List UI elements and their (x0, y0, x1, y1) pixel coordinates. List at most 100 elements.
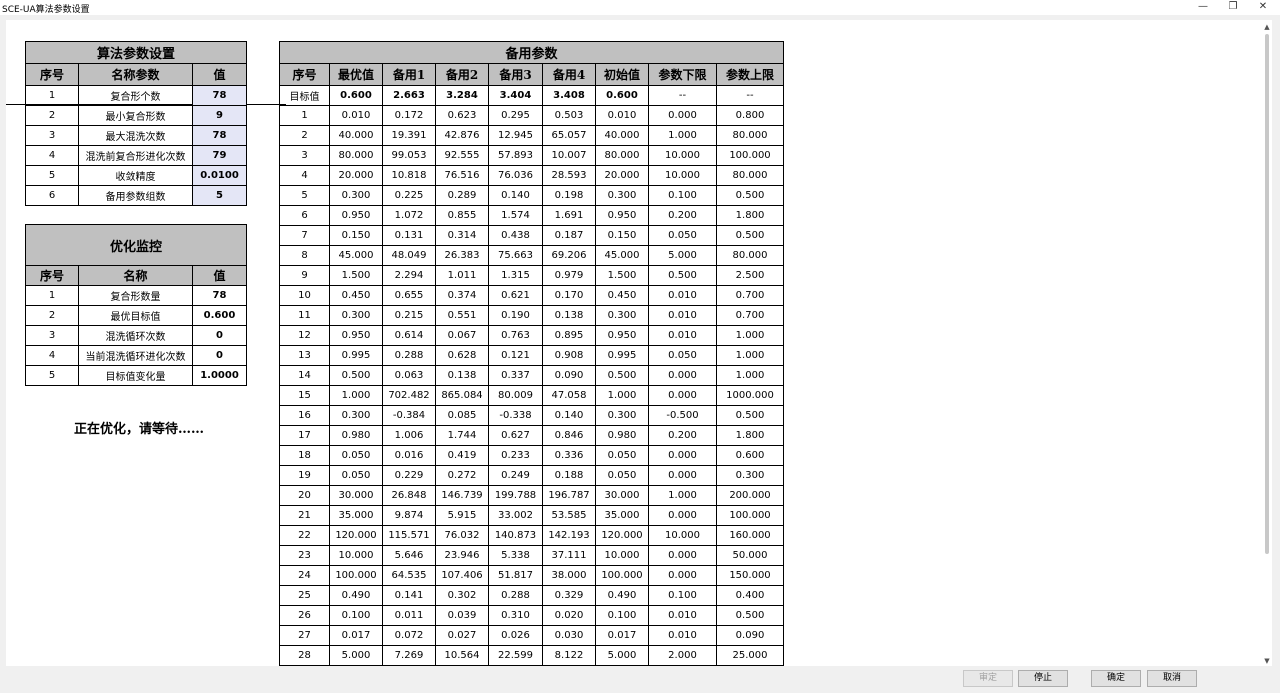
spare-cell: 22 (279, 525, 330, 546)
spare-cell: 92.555 (435, 145, 489, 166)
scroll-down-icon[interactable]: ▼ (1264, 657, 1270, 665)
spare-cell: 0.623 (435, 105, 489, 126)
spare-cell: 10.000 (329, 545, 383, 566)
monitor-value: 0 (192, 345, 247, 366)
spare-cell: 26 (279, 605, 330, 626)
vertical-scrollbar[interactable]: ▲ ▼ (1262, 20, 1272, 666)
monitor-idx: 2 (25, 305, 79, 326)
spare-cell: 0.500 (716, 225, 784, 246)
spare-cell: 0.450 (329, 285, 383, 306)
spare-cell: 0.846 (542, 425, 596, 446)
spare-row: 28 5.000 7.269 10.564 22.599 8.122 5.000 2.000 2… (279, 645, 784, 666)
spare-cell: 26.383 (435, 245, 489, 266)
spare-cell: 0.198 (542, 185, 596, 206)
monitor-table-title: 优化监控 (25, 224, 247, 266)
spare-cell: 0.500 (329, 365, 383, 386)
spare-cell: 75.663 (488, 245, 543, 266)
spare-cell: 45.000 (595, 245, 649, 266)
param-name: 收敛精度 (78, 165, 193, 186)
spare-cell: 0.500 (648, 265, 717, 286)
minimize-button[interactable]: — (1198, 1, 1208, 12)
spare-cell: 69.206 (542, 245, 596, 266)
spare-row: 17 0.980 1.006 1.744 0.627 0.846 0.980 0.200 1.8… (279, 425, 784, 446)
spare-cell: 0.950 (329, 325, 383, 346)
spare-cell: 17 (279, 425, 330, 446)
spare-cell: 146.739 (435, 485, 489, 506)
spare-cell: 35.000 (329, 505, 383, 526)
spare-cell: 0.500 (716, 185, 784, 206)
spare-cell: 1.000 (648, 125, 717, 146)
spare-cell: 0.000 (648, 445, 717, 466)
spare-row: 9 1.500 2.294 1.011 1.315 0.979 1.500 0.500 2.50… (279, 265, 784, 286)
spare-cell: 9.874 (382, 505, 436, 526)
spare-cell: 28 (279, 645, 330, 666)
spare-cell: 19 (279, 465, 330, 486)
spare-cell: 100.000 (595, 565, 649, 586)
monitor-value: 1.0000 (192, 365, 247, 386)
cancel-button[interactable]: 取消 (1147, 670, 1197, 687)
param-value-input[interactable]: 5 (191, 185, 248, 206)
spare-cell: 3.408 (542, 85, 596, 106)
scroll-up-icon[interactable]: ▲ (1264, 23, 1270, 31)
spare-cell: 76.036 (488, 165, 543, 186)
param-header-name: 名称参数 (78, 63, 193, 86)
spare-cell: 0.100 (329, 605, 383, 626)
param-value-input[interactable]: 79 (191, 145, 248, 166)
spare-cell: 1.500 (329, 265, 383, 286)
spare-cell: 0.310 (488, 605, 543, 626)
spare-row: 24 100.000 64.535 107.406 51.817 38.000 100.00… (279, 565, 784, 586)
spare-cell: 0.300 (595, 305, 649, 326)
spare-cell: 2.294 (382, 265, 436, 286)
monitor-table: 优化监控 序号 名称 值 1 复合形数量 78 2 最优目标值 0.600 3 混洗循环次数 0… (25, 224, 247, 386)
spare-cell: 140.873 (488, 525, 543, 546)
spare-row: 22 120.000 115.571 76.032 140.873 142.193 120.… (279, 525, 784, 546)
spare-row: 2 40.000 19.391 42.876 12.945 65.057 40.000 1.0… (279, 125, 784, 146)
spare-cell: 0.551 (435, 305, 489, 326)
spare-cell: 80.000 (716, 165, 784, 186)
spare-cell: 0.200 (648, 425, 717, 446)
param-name: 复合形个数 (78, 85, 193, 106)
spare-row: 14 0.500 0.063 0.138 0.337 0.090 0.500 0.000 1.0… (279, 365, 784, 386)
close-button[interactable]: ✕ (1258, 1, 1268, 12)
stop-button[interactable]: 停止 (1018, 670, 1068, 687)
spare-cell: 2.663 (382, 85, 436, 106)
param-row: 1 复合形个数 78 (25, 85, 248, 106)
spare-cell: 10.818 (382, 165, 436, 186)
spare-cell: 0.288 (488, 585, 543, 606)
monitor-row: 5 目标值变化量 1.0000 (25, 365, 247, 386)
monitor-value: 0.600 (192, 305, 247, 326)
param-value-input[interactable]: 0.0100 (191, 165, 248, 186)
spare-cell: 115.571 (382, 525, 436, 546)
spare-cell: 40.000 (595, 125, 649, 146)
spare-cell: 0.225 (382, 185, 436, 206)
spare-cell: 865.084 (435, 385, 489, 406)
monitor-name: 当前混洗循环进化次数 (78, 345, 193, 366)
param-value-input[interactable]: 78 (191, 125, 248, 146)
ok-button[interactable]: 确定 (1091, 670, 1141, 687)
spare-cell: 1.000 (716, 345, 784, 366)
spare-cell: 702.482 (382, 385, 436, 406)
spare-cell: 0.063 (382, 365, 436, 386)
param-idx: 4 (25, 145, 79, 166)
param-row: 5 收敛精度 0.0100 (25, 165, 248, 186)
spare-cell: 10.007 (542, 145, 596, 166)
spare-header-2: 备用1 (382, 63, 436, 86)
monitor-value: 0 (192, 325, 247, 346)
spare-cell: 0.614 (382, 325, 436, 346)
param-value-input[interactable]: 78 (191, 85, 248, 106)
spare-cell: 0.010 (595, 105, 649, 126)
monitor-idx: 4 (25, 345, 79, 366)
restore-button[interactable]: ❐ (1228, 1, 1238, 12)
spare-cell: 0.621 (488, 285, 543, 306)
spare-cell: 0.200 (648, 205, 717, 226)
spare-cell: 0.600 (716, 445, 784, 466)
spare-cell: 0.329 (542, 585, 596, 606)
param-idx: 5 (25, 165, 79, 186)
spare-cell: 16 (279, 405, 330, 426)
scroll-thumb[interactable] (1265, 34, 1269, 554)
confirm-button-disabled[interactable]: 审定 (963, 670, 1013, 687)
param-value-input[interactable]: 9 (191, 105, 248, 126)
spare-cell: 13 (279, 345, 330, 366)
spare-cell: 0.050 (648, 345, 717, 366)
spare-cell: 0.855 (435, 205, 489, 226)
